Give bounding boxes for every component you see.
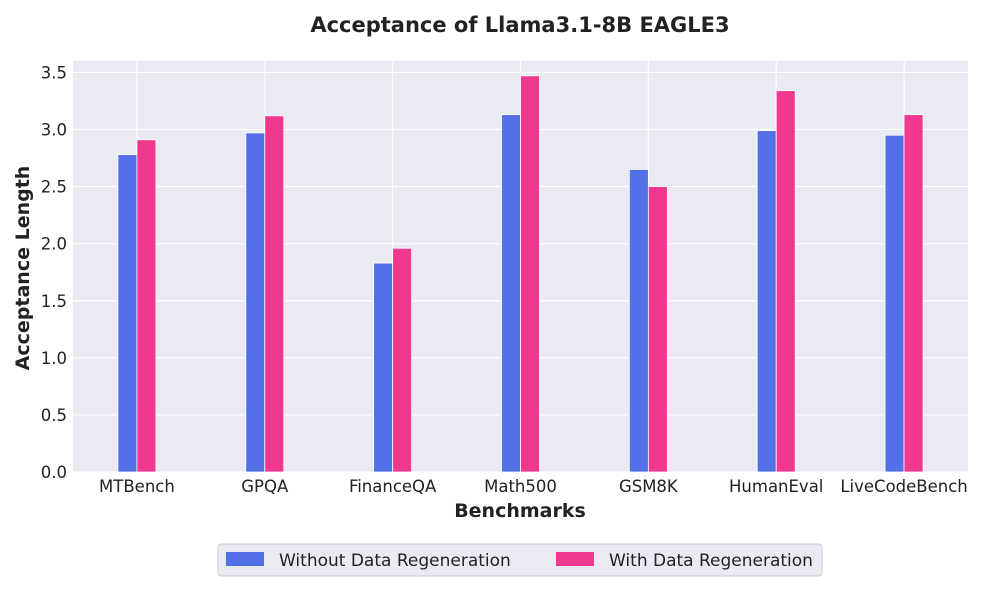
bar-with-regeneration-humaneval <box>775 90 796 473</box>
y-tick-label: 1.5 <box>41 292 67 311</box>
bar-without-regeneration-gsm8k <box>628 169 649 473</box>
bar-without-regeneration-mtbench <box>117 154 138 473</box>
bar-without-regeneration-math500 <box>501 114 521 473</box>
legend-label: With Data Regeneration <box>609 551 813 571</box>
y-tick-label: 1.0 <box>41 349 67 368</box>
bar-with-regeneration-gsm8k <box>647 186 668 473</box>
y-tick-label: 0.0 <box>41 463 67 482</box>
x-tick-label: GSM8K <box>619 477 679 496</box>
bar-with-regeneration-financeqa <box>392 247 413 473</box>
x-axis-label: Benchmarks <box>454 500 586 522</box>
y-axis-ticks: 0.0 0.5 1.0 1.5 2.0 2.5 3.0 3.5 <box>41 63 67 482</box>
bar-without-regeneration-livecodebench <box>884 134 905 473</box>
bar-with-regeneration-gpqa <box>264 115 285 473</box>
x-axis-ticks: MTBench GPQA FinanceQA Math500 GSM8K HumanEva… <box>99 477 968 496</box>
x-tick-label: MTBench <box>99 477 175 496</box>
y-tick-label: 3.5 <box>41 63 67 82</box>
legend-label: Without Data Regeneration <box>279 551 511 571</box>
bars <box>117 75 924 473</box>
bar-without-regeneration-financeqa <box>373 262 394 473</box>
chart-title: Acceptance of Llama3.1-8B EAGLE3 <box>310 13 729 37</box>
y-tick-label: 0.5 <box>41 406 67 425</box>
y-tick-label: 2.0 <box>41 235 67 254</box>
legend-swatch <box>226 552 264 566</box>
bar-with-regeneration-mtbench <box>136 139 157 473</box>
bar-with-regeneration-math500 <box>520 75 540 473</box>
y-tick-label: 3.0 <box>41 121 67 140</box>
legend-swatch <box>556 552 594 566</box>
legend: Without Data Regeneration With Data Regen… <box>217 543 823 577</box>
x-tick-label: LiveCodeBench <box>840 477 967 496</box>
bar-without-regeneration-gpqa <box>245 132 266 473</box>
bar-with-regeneration-livecodebench <box>903 114 924 473</box>
x-tick-label: HumanEval <box>729 477 823 496</box>
y-axis-label: Acceptance Length <box>12 166 34 371</box>
legend-box <box>217 543 823 577</box>
y-tick-label: 2.5 <box>41 178 67 197</box>
bar-without-regeneration-humaneval <box>756 130 777 473</box>
x-tick-label: FinanceQA <box>349 477 437 496</box>
x-tick-label: Math500 <box>484 477 557 496</box>
x-tick-label: GPQA <box>241 477 289 496</box>
